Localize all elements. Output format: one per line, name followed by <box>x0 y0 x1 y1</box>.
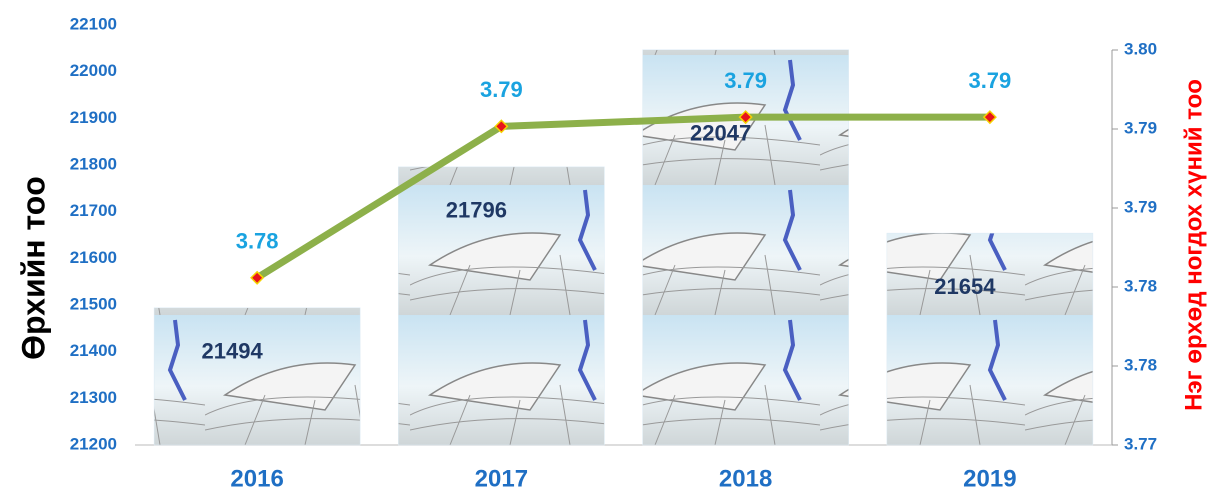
x-tick-label: 2019 <box>963 465 1016 492</box>
x-tick-label: 2018 <box>719 465 772 492</box>
y2-tick-label: 3.77 <box>1124 434 1157 453</box>
y2-tick-label: 3.79 <box>1124 197 1157 216</box>
y-tick-label: 21800 <box>70 154 117 173</box>
y-tick-label: 21200 <box>70 434 117 453</box>
line-marker <box>250 270 265 285</box>
y-tick-label: 21400 <box>70 341 117 360</box>
y2-tick-label: 3.78 <box>1124 355 1157 374</box>
y-axis-title: Өрхийн тоо <box>15 176 51 360</box>
y2-tick-label: 3.80 <box>1124 39 1157 58</box>
y-tick-label: 21700 <box>70 201 117 220</box>
y-tick-label: 21600 <box>70 248 117 267</box>
y-tick-label: 21300 <box>70 388 117 407</box>
bar <box>886 232 1094 446</box>
bar-label: 21494 <box>202 339 264 364</box>
y2-axis-title: Нэг өрхөд ногдох хүний тоо <box>1180 79 1207 411</box>
line-marker <box>738 110 753 125</box>
bar <box>642 49 849 446</box>
line <box>255 113 990 281</box>
line-label: 3.79 <box>968 68 1011 93</box>
bar <box>398 166 605 446</box>
bar-label: 21654 <box>934 274 996 299</box>
line-marker <box>494 119 509 134</box>
x-tick-label: 2016 <box>230 465 283 492</box>
line-marker <box>982 110 997 125</box>
y2-tick-label: 3.78 <box>1124 276 1157 295</box>
bar <box>153 307 361 446</box>
bar-label: 21796 <box>446 198 507 223</box>
line-label: 3.78 <box>236 229 279 254</box>
y-tick-label: 22000 <box>70 61 117 80</box>
y-tick-label: 21500 <box>70 294 117 313</box>
y-tick-label: 21900 <box>70 108 117 127</box>
x-tick-label: 2017 <box>475 465 528 492</box>
line-label: 3.79 <box>724 68 767 93</box>
line-label: 3.79 <box>480 77 523 102</box>
bar-label: 22047 <box>690 121 751 146</box>
y-tick-label: 22100 <box>70 14 117 33</box>
y2-tick-label: 3.79 <box>1124 118 1157 137</box>
